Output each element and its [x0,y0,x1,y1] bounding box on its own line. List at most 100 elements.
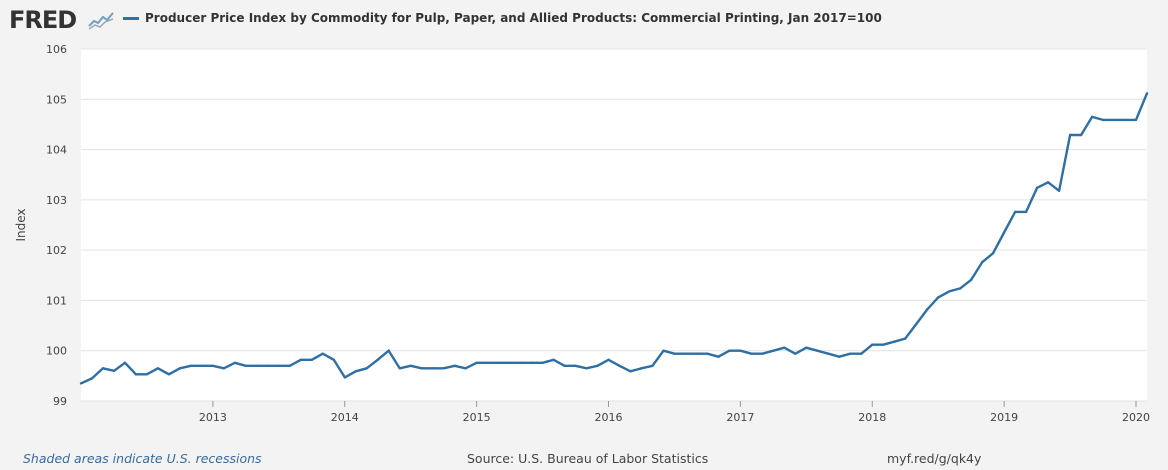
data-point [783,346,786,349]
recession-note: Shaded areas indicate U.S. recessions [23,451,262,466]
x-tick-label: 2015 [463,411,491,424]
y-tick-label: 104 [46,144,67,157]
data-point [629,370,632,373]
data-point [90,377,94,380]
data-point [915,322,918,326]
data-point [112,369,116,372]
data-point [420,367,423,370]
data-point [1134,118,1138,122]
data-point [288,364,291,367]
data-point [761,352,764,355]
data-point [585,367,588,370]
data-point [607,358,610,361]
data-point [871,343,874,346]
x-axis: 2013 2014 2015 2016 2017 2018 2019 2020 [199,401,1150,424]
data-point [123,361,127,364]
y-tick-label: 102 [46,244,67,257]
data-point [321,352,324,355]
data-point [255,364,258,367]
x-tick-label: 2013 [199,411,227,424]
data-point [695,352,698,355]
data-point [497,361,500,364]
data-point [1068,133,1072,137]
data-point [1035,186,1039,189]
x-tick-label: 2014 [331,411,359,424]
data-point [167,373,171,376]
data-point [684,352,687,355]
data-point [189,364,193,367]
data-point [178,367,182,370]
data-point [618,364,621,367]
data-point [310,358,313,361]
y-tick-label: 101 [46,294,67,307]
legend-swatch [123,16,139,20]
data-point [442,367,445,370]
data-point [673,352,676,355]
data-point [519,361,522,364]
data-point [728,349,731,352]
data-point [453,364,456,367]
data-point [1013,210,1017,214]
x-tick-label: 2019 [990,411,1018,424]
data-point [222,367,226,370]
short-url-link[interactable]: myf.red/g/qk4y [887,451,982,466]
data-point [827,352,830,355]
data-point [266,364,269,367]
fred-sparkline-icon [88,10,114,30]
data-point [343,376,346,379]
data-point [970,278,973,281]
data-point [376,358,379,361]
data-point [838,355,841,358]
data-point [464,367,467,370]
data-point [882,343,885,346]
data-point [332,358,335,361]
x-tick-label: 2020 [1122,411,1150,424]
data-point [475,361,478,364]
data-point [816,349,819,352]
data-point [1145,92,1149,95]
data-point [794,352,797,355]
data-point [354,370,357,373]
y-axis: 99 100 101 102 103 104 105 106 [46,43,67,408]
data-point [1079,133,1083,137]
data-point [1123,118,1127,122]
data-point [134,373,138,376]
data-point [596,364,599,367]
y-tick-label: 100 [46,345,67,358]
fred-logo: FRED [9,6,77,34]
data-point [739,349,742,352]
data-point [79,382,83,385]
data-point [233,361,237,364]
data-point [772,349,775,352]
chart-legend: Producer Price Index by Commodity for Pu… [123,11,882,25]
data-point [1002,231,1006,234]
data-point [211,364,215,367]
data-point [1046,181,1050,184]
data-point [552,358,555,361]
data-point [926,308,929,311]
plot-area [81,49,1147,401]
data-point [200,364,204,367]
data-point [299,358,302,361]
series-line [80,92,1149,385]
data-point [409,364,412,367]
x-tick-label: 2017 [726,411,754,424]
data-points [79,92,1149,385]
line-chart: 99 100 101 102 103 104 105 106 2013 2014 2015 2016… [14,43,1150,424]
data-point [387,349,390,352]
y-tick-label: 99 [53,395,67,408]
data-point [1112,118,1116,122]
data-point [156,367,160,370]
data-point [937,296,940,299]
source-note: Source: U.S. Bureau of Labor Statistics [467,451,709,466]
data-point [893,340,896,343]
data-point [849,352,852,355]
data-point [1057,189,1061,192]
data-point [662,349,665,352]
data-point [640,367,643,370]
data-point [948,290,951,293]
data-point [486,361,489,364]
data-point [145,373,149,376]
data-point [991,252,995,255]
data-point [904,337,907,340]
